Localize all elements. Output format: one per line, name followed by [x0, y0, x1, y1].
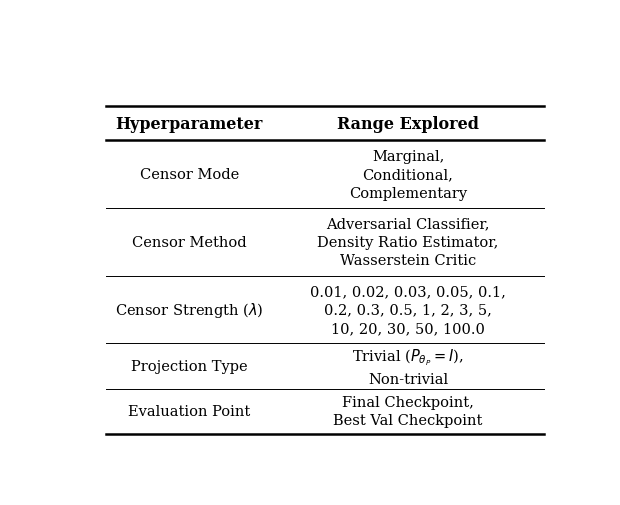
Text: Censor Strength ($\lambda$): Censor Strength ($\lambda$): [115, 300, 264, 320]
Text: Range Explored: Range Explored: [337, 116, 479, 133]
Text: Projection Type: Projection Type: [131, 360, 248, 373]
Text: Evaluation Point: Evaluation Point: [128, 405, 250, 418]
Text: Hyperparameter: Hyperparameter: [116, 116, 263, 133]
Text: Marginal,
Conditional,
Complementary: Marginal, Conditional, Complementary: [349, 149, 467, 200]
Text: Final Checkpoint,
Best Val Checkpoint: Final Checkpoint, Best Val Checkpoint: [334, 395, 483, 428]
Text: Trivial ($P_{\theta_P} = I$),
Non-trivial: Trivial ($P_{\theta_P} = I$), Non-trivia…: [352, 347, 464, 386]
Text: Censor Mode: Censor Mode: [140, 168, 239, 182]
Text: Adversarial Classifier,
Density Ratio Estimator,
Wasserstein Critic: Adversarial Classifier, Density Ratio Es…: [317, 217, 498, 268]
Text: 0.01, 0.02, 0.03, 0.05, 0.1,
0.2, 0.3, 0.5, 1, 2, 3, 5,
10, 20, 30, 50, 100.0: 0.01, 0.02, 0.03, 0.05, 0.1, 0.2, 0.3, 0…: [310, 285, 506, 335]
Text: Censor Method: Censor Method: [132, 235, 247, 249]
